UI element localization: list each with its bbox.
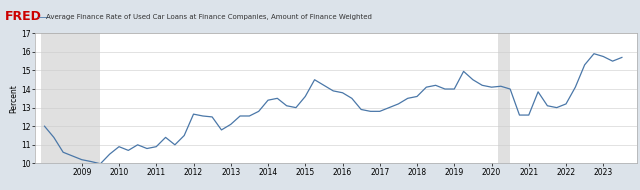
Text: —: — — [37, 12, 48, 22]
Y-axis label: Percent: Percent — [10, 84, 19, 113]
Bar — [498, 33, 510, 163]
Text: FRED: FRED — [5, 10, 42, 23]
Bar — [42, 33, 100, 163]
Text: Average Finance Rate of Used Car Loans at Finance Companies, Amount of Finance W: Average Finance Rate of Used Car Loans a… — [46, 14, 372, 20]
